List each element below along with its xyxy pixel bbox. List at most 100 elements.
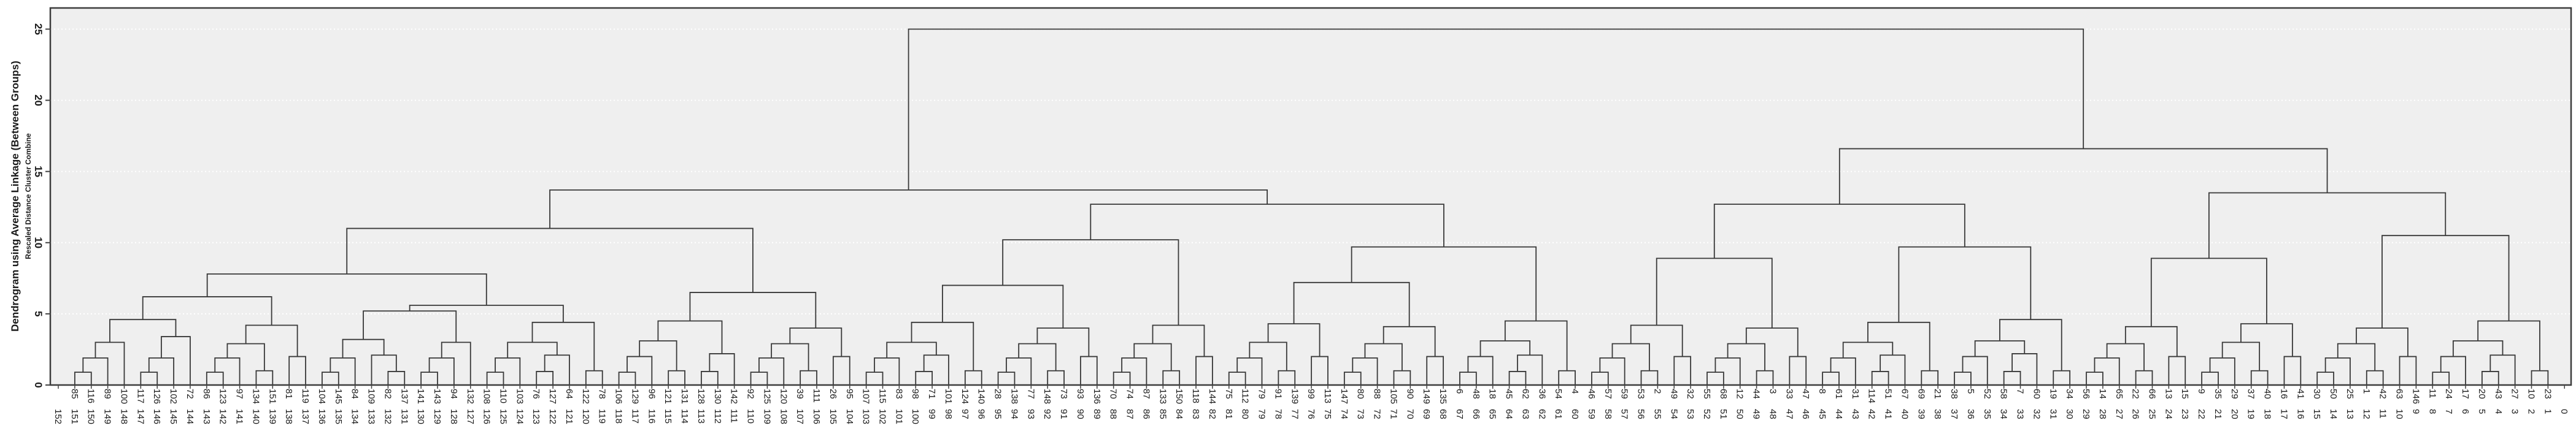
- leaf-index-label: 79: [1257, 409, 1267, 419]
- leaf-index-label: 137: [300, 409, 310, 424]
- distance-tick-label: 15: [33, 166, 44, 177]
- leaf-case-label: 132: [465, 389, 476, 404]
- leaf-case-label: 120: [778, 389, 789, 404]
- leaf-index-label: 1: [2542, 409, 2553, 414]
- distance-axis: 0 5 10 15 20 25: [33, 23, 50, 388]
- leaf-index-label: 58: [1603, 409, 1613, 419]
- leaf-index-label: 130: [415, 409, 426, 424]
- leaf-index-label: 135: [333, 409, 344, 424]
- leaf-index-label: 26: [2131, 409, 2141, 419]
- leaf-index-label: 4: [2493, 409, 2504, 414]
- leaf-index-label: 114: [679, 409, 690, 424]
- leaf-index-label: 138: [283, 409, 294, 424]
- leaf-index-label: 89: [1092, 409, 1102, 419]
- leaf-case-label: 13: [2163, 389, 2173, 399]
- leaf-index-label: 66: [1471, 409, 1481, 419]
- leaf-index-label: 122: [547, 409, 558, 424]
- leaf-case-label: 131: [679, 389, 690, 404]
- leaf-index-label: 147: [135, 409, 145, 424]
- leaf-case-label: 96: [646, 389, 657, 399]
- leaf-case-label: 148: [1042, 389, 1052, 404]
- leaf-index-label: 75: [1322, 409, 1333, 419]
- leaf-case-label: 12: [1735, 389, 1745, 399]
- leaf-index-label: 49: [1751, 409, 1762, 419]
- leaf-case-label: 2: [1652, 389, 1662, 394]
- leaf-case-label: 32: [1685, 389, 1695, 399]
- leaf-case-label: 53: [1636, 389, 1646, 399]
- leaf-index-label: 77: [1289, 409, 1300, 419]
- leaf-case-label: 34: [2064, 389, 2075, 399]
- leaf-case-label: 70: [1108, 389, 1119, 399]
- distance-tick-label: 0: [33, 382, 44, 387]
- leaf-index-label: 99: [927, 409, 937, 419]
- leaf-case-label: 87: [1141, 389, 1151, 399]
- leaf-case-label: 119: [300, 389, 310, 403]
- leaf-case-label: 20: [2477, 389, 2487, 399]
- leaf-index-label: 126: [482, 409, 492, 424]
- chart-subtitle: Rescaled Distance Cluster Combine: [24, 133, 33, 259]
- leaf-index-label: 115: [663, 409, 673, 424]
- leaf-case-label: 116: [86, 389, 96, 403]
- leaf-index-label: 31: [2048, 409, 2058, 419]
- leaf-case-label: 37: [2246, 389, 2256, 399]
- leaf-case-label: 123: [218, 389, 228, 404]
- leaf-case-label: 61: [1834, 389, 1844, 399]
- leaf-index-label: 151: [69, 409, 80, 424]
- leaf-case-label: 49: [1668, 389, 1679, 399]
- leaf-case-label: 83: [893, 389, 904, 399]
- leaf-index-label: 133: [366, 409, 377, 424]
- leaf-index-label: 59: [1586, 409, 1597, 419]
- leaf-index-label: 35: [1982, 409, 1992, 419]
- leaf-case-label: 40: [2262, 389, 2273, 399]
- leaf-case-label: 108: [482, 389, 492, 404]
- leaf-index-label: 107: [795, 409, 805, 424]
- leaf-case-label: 26: [828, 389, 838, 399]
- leaf-index-label: 17: [2278, 409, 2289, 419]
- leaf-case-label: 1: [2361, 389, 2372, 394]
- leaf-index-label: 40: [1899, 409, 1910, 419]
- leaf-index-label: 87: [1125, 409, 1135, 419]
- leaf-case-label: 143: [432, 389, 442, 404]
- plot-area: [50, 8, 2571, 385]
- leaf-case-label: 126: [152, 389, 162, 404]
- leaf-index-label: 42: [1867, 409, 1877, 419]
- leaf-case-label: 78: [597, 389, 607, 399]
- leaf-index-label: 65: [1487, 409, 1498, 419]
- leaf-case-label: 72: [185, 389, 195, 399]
- leaf-case-label: 102: [168, 389, 179, 404]
- leaf-case-label: 127: [547, 389, 558, 404]
- distance-tick-label: 5: [33, 311, 44, 316]
- leaf-case-label: 142: [729, 389, 739, 404]
- leaf-index-label: 82: [1207, 409, 1217, 419]
- leaf-index-label: 70: [1405, 409, 1415, 419]
- leaf-case-label: 130: [712, 389, 723, 404]
- leaf-index-label: 12: [2361, 409, 2372, 419]
- leaf-case-label: 54: [1553, 389, 1564, 399]
- leaf-index-label: 145: [168, 409, 179, 424]
- leaf-index-label: 134: [350, 409, 360, 424]
- leaf-case-label: 104: [317, 389, 327, 404]
- leaf-index-label: 21: [2213, 409, 2223, 419]
- distance-tick-label: 10: [33, 237, 44, 248]
- leaf-index-label: 113: [696, 409, 706, 424]
- leaf-case-label: 128: [696, 389, 706, 404]
- leaf-case-label: 63: [2394, 389, 2405, 399]
- leaf-case-label: 67: [1899, 389, 1910, 399]
- leaf-case-label: 36: [1537, 389, 1547, 399]
- leaf-index-label: 15: [2312, 409, 2322, 419]
- leaf-case-label: 76: [531, 389, 541, 399]
- leaf-case-label: 68: [1718, 389, 1729, 399]
- leaf-case-label: 138: [1009, 389, 1019, 404]
- leaf-index-label: 104: [844, 409, 855, 424]
- leaf-case-label: 71: [927, 389, 937, 399]
- leaf-index-label: 142: [218, 409, 228, 424]
- leaf-case-label: 134: [250, 389, 261, 404]
- leaf-index-label: 90: [1075, 409, 1086, 419]
- leaf-case-label: 93: [1075, 389, 1086, 399]
- leaf-index-label: 54: [1668, 409, 1679, 419]
- leaf-case-label: 41: [2295, 389, 2305, 399]
- leaf-case-label: 75: [1224, 389, 1234, 399]
- leaf-index-label: 64: [1504, 409, 1514, 419]
- leaf-index-label: 127: [465, 409, 476, 424]
